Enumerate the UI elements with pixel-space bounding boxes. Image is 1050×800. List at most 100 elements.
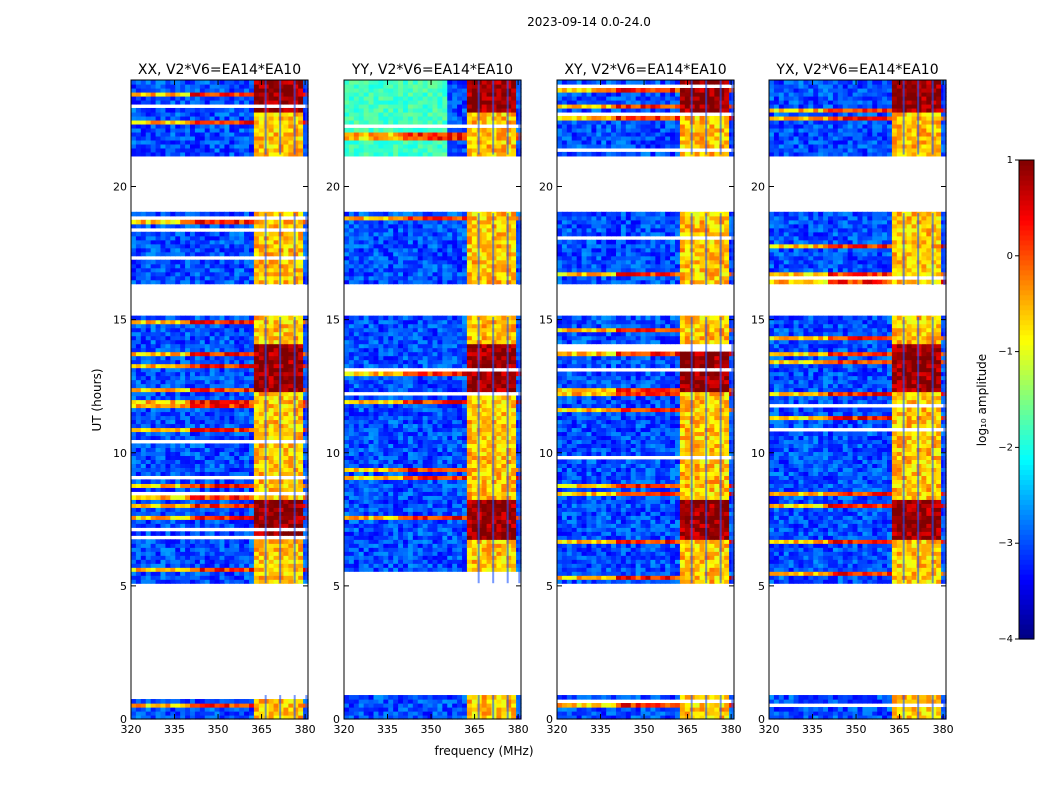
heatmap-cell (422, 559, 429, 564)
heatmap-cell (229, 467, 235, 472)
heatmap-cell (199, 363, 206, 369)
heatmap-cell (224, 463, 230, 468)
heatmap-cell (170, 379, 176, 385)
heatmap-cell (511, 547, 517, 552)
heatmap-cell (180, 699, 186, 704)
heatmap-cell (180, 339, 186, 345)
heatmap-cell (209, 80, 216, 85)
heatmap-cell (288, 243, 294, 249)
heatmap-cell (417, 527, 424, 532)
heatmap-cell (253, 523, 260, 528)
heatmap-cell (209, 91, 216, 97)
heatmap-cell (496, 695, 502, 700)
heatmap-cell (160, 559, 167, 564)
heatmap-cell (283, 335, 289, 341)
heatmap-cell (170, 391, 176, 397)
heatmap-cell (253, 235, 260, 241)
heatmap-cell (278, 467, 285, 472)
heatmap-cell (131, 267, 137, 273)
heatmap-cell (258, 347, 265, 353)
heatmap-cell (140, 343, 147, 349)
heatmap-cell (283, 91, 289, 97)
heatmap-cell (293, 127, 299, 133)
heatmap-cell (253, 399, 260, 405)
heatmap-cell (293, 211, 299, 217)
heatmap-cell (298, 707, 304, 712)
heatmap-cell (432, 547, 439, 552)
heatmap-cell (145, 463, 152, 468)
heatmap-cell (358, 543, 365, 548)
heatmap-cell (407, 711, 414, 716)
heatmap-cell (219, 515, 226, 520)
heatmap-cell (190, 375, 196, 381)
heatmap-cell (190, 323, 196, 329)
heatmap-cell (224, 559, 230, 564)
heatmap-cell (358, 467, 365, 472)
heatmap-cell (165, 487, 171, 492)
heatmap-cell (481, 463, 488, 468)
heatmap-cell (199, 495, 206, 500)
heatmap-cell (253, 347, 260, 353)
heatmap-cell (466, 483, 473, 488)
heatmap-cell (190, 403, 196, 409)
heatmap-cell (185, 711, 191, 716)
heatmap-cell (131, 427, 137, 433)
heatmap-cell (145, 435, 152, 441)
heatmap-cell (135, 335, 142, 341)
heatmap-cell (273, 431, 280, 437)
heatmap-cell (224, 355, 230, 361)
heatmap-cell (204, 403, 211, 409)
heatmap-cell (388, 511, 394, 516)
heatmap-cell (160, 407, 167, 413)
heatmap-cell (432, 483, 439, 488)
heatmap-cell (288, 351, 294, 357)
heatmap-cell (199, 543, 206, 548)
heatmap-cell (462, 695, 468, 700)
heatmap-cell (268, 391, 275, 397)
heatmap-cell (135, 431, 142, 437)
heatmap-cell (209, 87, 216, 93)
heatmap-cell (288, 711, 294, 716)
heatmap-cell (288, 539, 294, 544)
heatmap-cell (288, 315, 294, 321)
heatmap-cell (268, 403, 275, 409)
heatmap-cell (229, 447, 235, 453)
heatmap-cell (457, 695, 463, 700)
heatmap-cell (194, 539, 201, 544)
heatmap-cell (244, 359, 250, 365)
heatmap-cell (155, 339, 162, 345)
heatmap-cell (432, 487, 439, 492)
heatmap-cell (155, 699, 162, 704)
heatmap-cell (268, 375, 275, 381)
heatmap-cell (204, 95, 211, 101)
heatmap-cell (155, 539, 162, 544)
heatmap-cell (199, 115, 206, 121)
heatmap-cell (249, 499, 255, 504)
heatmap-cell (199, 351, 206, 357)
heatmap-cell (288, 331, 294, 337)
heatmap-cell (135, 551, 142, 556)
heatmap-cell (407, 483, 414, 488)
heatmap-cell (383, 715, 389, 720)
heatmap-cell (214, 135, 221, 141)
heatmap-cell (353, 711, 360, 716)
heatmap-cell (457, 555, 463, 560)
heatmap-cell (363, 707, 370, 712)
heatmap-cell (199, 403, 206, 409)
heatmap-cell (175, 219, 181, 225)
heatmap-cell (452, 511, 458, 516)
heatmap-cell (363, 467, 370, 472)
heatmap-cell (268, 80, 275, 85)
heatmap-cell (140, 319, 147, 325)
heatmap-cell (481, 495, 488, 500)
heatmap-cell (244, 91, 250, 97)
heatmap-cell (214, 327, 221, 333)
heatmap-cell (135, 447, 142, 453)
heatmap-cell (239, 567, 245, 572)
heatmap-cell (204, 383, 211, 389)
heatmap-cell (234, 567, 240, 572)
heatmap-cell (249, 559, 255, 564)
heatmap-cell (145, 707, 152, 712)
heatmap-cell (170, 275, 176, 281)
heatmap-cell (190, 239, 196, 245)
